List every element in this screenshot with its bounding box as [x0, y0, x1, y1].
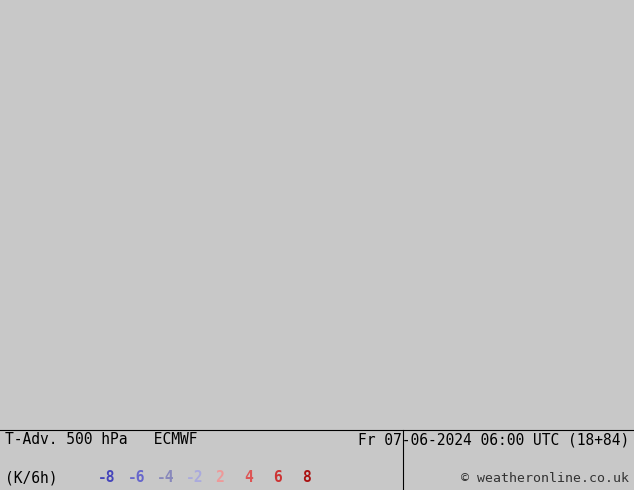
- Text: T-Adv. 500 hPa   ECMWF: T-Adv. 500 hPa ECMWF: [5, 432, 198, 447]
- Text: 4: 4: [244, 470, 253, 485]
- Text: -6: -6: [127, 470, 145, 485]
- Text: -4: -4: [157, 470, 174, 485]
- Text: (K/6h): (K/6h): [5, 470, 58, 485]
- Text: Fr 07-06-2024 06:00 UTC (18+84): Fr 07-06-2024 06:00 UTC (18+84): [358, 432, 629, 447]
- Text: -8: -8: [98, 470, 116, 485]
- Text: 8: 8: [302, 470, 311, 485]
- Text: 6: 6: [273, 470, 282, 485]
- Text: © weatheronline.co.uk: © weatheronline.co.uk: [461, 472, 629, 485]
- Text: -2: -2: [186, 470, 204, 485]
- Text: 2: 2: [215, 470, 224, 485]
